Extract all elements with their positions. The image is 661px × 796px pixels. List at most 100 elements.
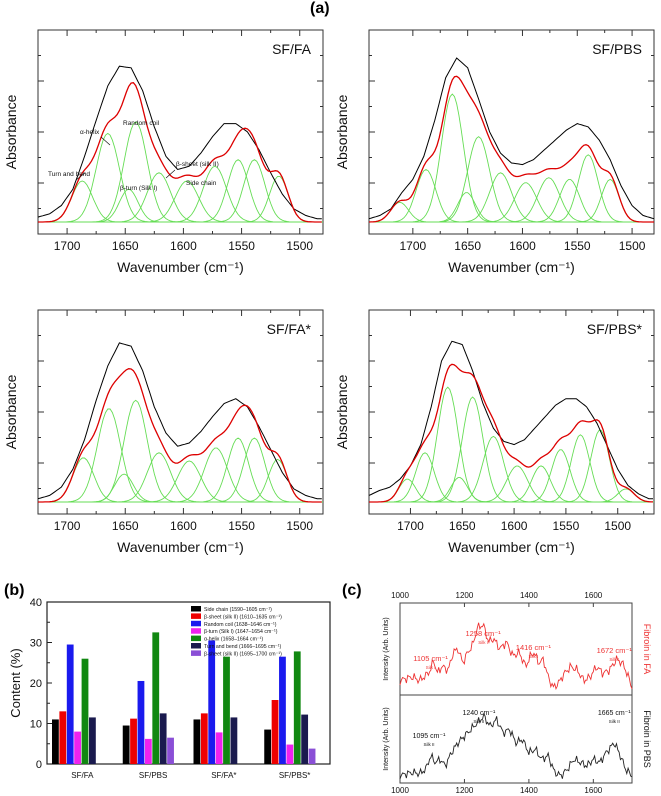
top-x-tick-label: 1200 [456,591,474,600]
legend-swatch [191,643,201,649]
peak-sublabel-bottom: Silk II [423,742,434,747]
ftir-chart-sf-fa: 1700 1650 1600 1550 1500 Wavenumber (cm⁻¹) Abs… [3,29,324,275]
legend-label: Side chain (1590–1605 cm⁻¹) [204,607,272,613]
y-axis-label: Absorbance [3,374,19,449]
x-axis-label: Wavenumber (cm⁻¹) [448,539,575,555]
y-tick-label: 40 [30,597,42,609]
peak-label-bottom: 1665 cm⁻¹ [598,710,632,717]
panel-label-b: (b) [4,582,25,599]
plot-frame [37,29,324,235]
secondary-structure-bar-chart: 0 10 20 30 40 Content (%) SF/FA SF/PBS SF/FA* SF/… [8,597,331,780]
panel-label-a: (a) [310,0,330,17]
y-tick-label: 10 [30,719,42,731]
bar [137,680,145,764]
ftir-chart-sf-fa-star: 1700 1650 1600 1550 1500 Wavenumber (cm⁻¹) Abs… [3,309,324,555]
y-axis-label: Absorbance [334,94,350,169]
peak-label-top: 1416 cm⁻¹ [516,643,552,652]
peak-label-bottom: 1095 cm⁻¹ [413,733,447,740]
bottom-x-tick-label: 1000 [391,786,409,795]
bar [59,711,67,764]
annotation-pointer [100,136,111,146]
peak-sublabel-bottom: Silk II [609,719,620,724]
bar [144,738,152,764]
legend-swatch [191,606,201,612]
bar [122,725,130,764]
x-tick-label: 1500 [286,519,313,533]
bottom-y-axis-label: Intensity (Arb. Units) [383,707,390,770]
plot-frame [368,29,655,235]
category-label: SF/PBS [139,771,167,780]
y-tick-label: 30 [30,638,42,650]
measured-spectrum-line [37,65,322,220]
y-axis-label: Absorbance [3,94,19,169]
bottom-x-tick-label: 1200 [456,786,474,795]
x-tick-label: 1650 [449,519,476,533]
bar [230,717,238,764]
bar [66,644,74,764]
legend-label: Turn and bend (1666–1695 cm⁻¹) [204,644,282,650]
x-tick-label: 1700 [397,519,424,533]
bar [167,737,174,764]
fitted-spectrum-line [369,363,653,503]
annotation-pointer [75,172,86,181]
legend-swatch [191,650,201,656]
legend-swatch [191,620,201,627]
bottom-x-tick-label: 1600 [584,786,602,795]
legend-swatch [191,635,201,642]
x-tick-label: 1550 [553,519,580,533]
y-tick-label: 20 [30,678,42,690]
bar [271,700,279,764]
bar [81,658,89,764]
y-axis-label: Absorbance [334,374,350,449]
annotation-pointer [165,169,176,179]
peak-sublabel-bottom: Silk II [473,719,484,724]
x-tick-label: 1550 [228,519,255,533]
chart-title: SF/PBS [592,41,642,57]
panel-label-c: (c) [342,582,362,599]
x-tick-label: 1600 [170,239,197,253]
bar [89,717,96,764]
peak-annotation: α-helix [80,129,100,136]
peak-label-top: 1105 cm⁻¹ [413,654,448,663]
top-x-tick-label: 1000 [391,591,409,600]
plot-frame [37,309,324,515]
peak-sublabel-top: Silk I [609,657,619,662]
x-axis-label: Wavenumber (cm⁻¹) [117,259,244,275]
measured-spectrum-line [37,342,322,500]
top-x-tick-label: 1400 [520,591,538,600]
x-tick-label: 1700 [54,519,81,533]
bar [74,731,81,764]
x-tick-label: 1600 [170,519,197,533]
chart-title: SF/FA* [267,321,312,337]
fibroin-pbs-side-label: Fibroin in PBS [642,710,652,768]
legend-swatch [191,613,201,619]
fibroin-pbs-spectrum-line [399,712,633,780]
peak-label-top: 1258 cm⁻¹ [466,629,502,638]
x-axis-label: Wavenumber (cm⁻¹) [117,539,244,555]
peak-annotation: Turn and bend [48,171,90,178]
peak-sublabel-top: Silk I [426,665,436,670]
x-tick-label: 1500 [604,519,631,533]
peak-annotation: β-sheet (silk II) [176,161,219,168]
chart-title: SF/PBS* [587,321,643,337]
x-tick-label: 1650 [112,239,139,253]
chart-title: SF/FA [272,41,312,57]
fitted-spectrum-line [38,368,322,503]
bar [193,719,201,764]
peak-sublabel-top: Silk I [478,640,488,645]
bar [152,632,160,764]
fibroin-fa-side-label: Fibroin in FA [642,624,652,675]
peak-annotation: Side chain [186,180,217,187]
x-tick-label: 1650 [112,519,139,533]
bar [286,744,294,764]
y-tick-label: 0 [36,759,42,771]
bar [52,719,59,764]
x-tick-label: 1500 [619,239,646,253]
category-label: SF/FA [71,771,94,780]
measured-spectrum-line [368,57,655,220]
fibroin-fa-spectrum-line [399,622,633,690]
legend-label: Random coil (1638–1646 cm⁻¹) [204,622,277,628]
measured-spectrum-line [368,340,653,500]
peak-sublabel-top: Silk I [529,654,539,659]
legend-label: β-turn (Silk I) (1647–1654 cm⁻¹) [204,629,278,635]
